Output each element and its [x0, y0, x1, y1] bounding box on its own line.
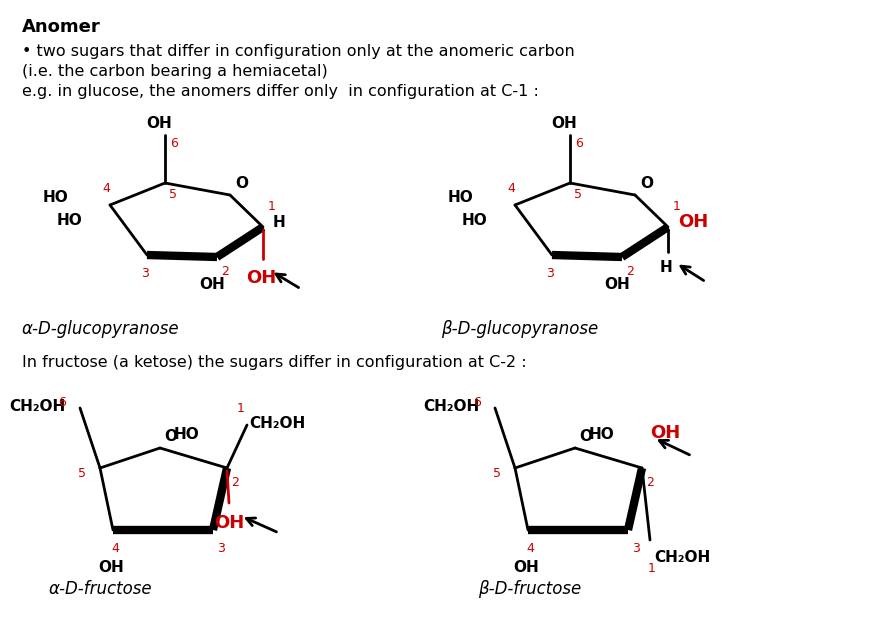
Text: CH₂OH: CH₂OH	[654, 550, 710, 565]
Text: 6: 6	[473, 396, 481, 409]
Text: α-D-glucopyranose: α-D-glucopyranose	[21, 320, 179, 338]
Text: (i.e. the carbon bearing a hemiacetal): (i.e. the carbon bearing a hemiacetal)	[22, 64, 327, 79]
Text: OH: OH	[513, 560, 539, 575]
Text: OH: OH	[199, 277, 225, 292]
Text: OH: OH	[246, 269, 276, 287]
Text: 6: 6	[575, 137, 583, 149]
Text: O: O	[640, 176, 653, 191]
Text: 4: 4	[526, 542, 534, 555]
Text: HO: HO	[447, 189, 473, 205]
Text: HO: HO	[56, 213, 82, 227]
Text: • two sugars that differ in configuration only at the anomeric carbon: • two sugars that differ in configuratio…	[22, 44, 575, 59]
Text: 4: 4	[111, 542, 119, 555]
Text: 2: 2	[221, 265, 229, 278]
Text: OH: OH	[551, 116, 577, 131]
Text: 3: 3	[546, 267, 554, 280]
Text: OH: OH	[214, 514, 244, 532]
Text: In fructose (a ketose) the sugars differ in configuration at C-2 :: In fructose (a ketose) the sugars differ…	[22, 355, 526, 370]
Text: OH: OH	[99, 560, 124, 575]
Text: 3: 3	[141, 267, 149, 280]
Text: O: O	[164, 429, 177, 444]
Text: 2: 2	[231, 476, 238, 489]
Text: HO: HO	[461, 213, 487, 227]
Text: e.g. in glucose, the anomers differ only  in configuration at C-1 :: e.g. in glucose, the anomers differ only…	[22, 84, 539, 99]
Text: 1: 1	[268, 200, 275, 213]
Text: 3: 3	[632, 542, 640, 555]
Text: OH: OH	[650, 424, 680, 442]
Text: 2: 2	[626, 265, 634, 278]
Text: 6: 6	[170, 137, 178, 149]
Text: 5: 5	[493, 466, 501, 480]
Text: 1: 1	[237, 402, 245, 415]
Text: 2: 2	[646, 476, 654, 489]
Text: Anomer: Anomer	[22, 18, 100, 36]
Text: CH₂OH: CH₂OH	[9, 399, 65, 413]
Text: O: O	[579, 429, 592, 444]
Text: 4: 4	[507, 182, 515, 195]
Text: HO: HO	[589, 426, 615, 442]
Text: CH₂OH: CH₂OH	[424, 399, 480, 413]
Text: β-D-glucopyranose: β-D-glucopyranose	[442, 320, 598, 338]
Text: 5: 5	[169, 188, 177, 201]
Text: 1: 1	[648, 562, 656, 575]
Text: HO: HO	[174, 426, 200, 442]
Text: 5: 5	[574, 188, 582, 201]
Text: CH₂OH: CH₂OH	[249, 415, 305, 430]
Text: 5: 5	[78, 466, 86, 480]
Text: H: H	[273, 214, 286, 229]
Text: OH: OH	[605, 277, 630, 292]
Text: 6: 6	[58, 396, 66, 409]
Text: 1: 1	[673, 200, 681, 213]
Text: 4: 4	[102, 182, 110, 195]
Text: α-D-fructose: α-D-fructose	[48, 580, 152, 598]
Text: HO: HO	[42, 189, 68, 205]
Text: O: O	[235, 176, 248, 191]
Text: 3: 3	[217, 542, 225, 555]
Text: β-D-fructose: β-D-fructose	[479, 580, 582, 598]
Text: OH: OH	[146, 116, 172, 131]
Text: OH: OH	[678, 213, 708, 231]
Text: H: H	[660, 260, 672, 275]
